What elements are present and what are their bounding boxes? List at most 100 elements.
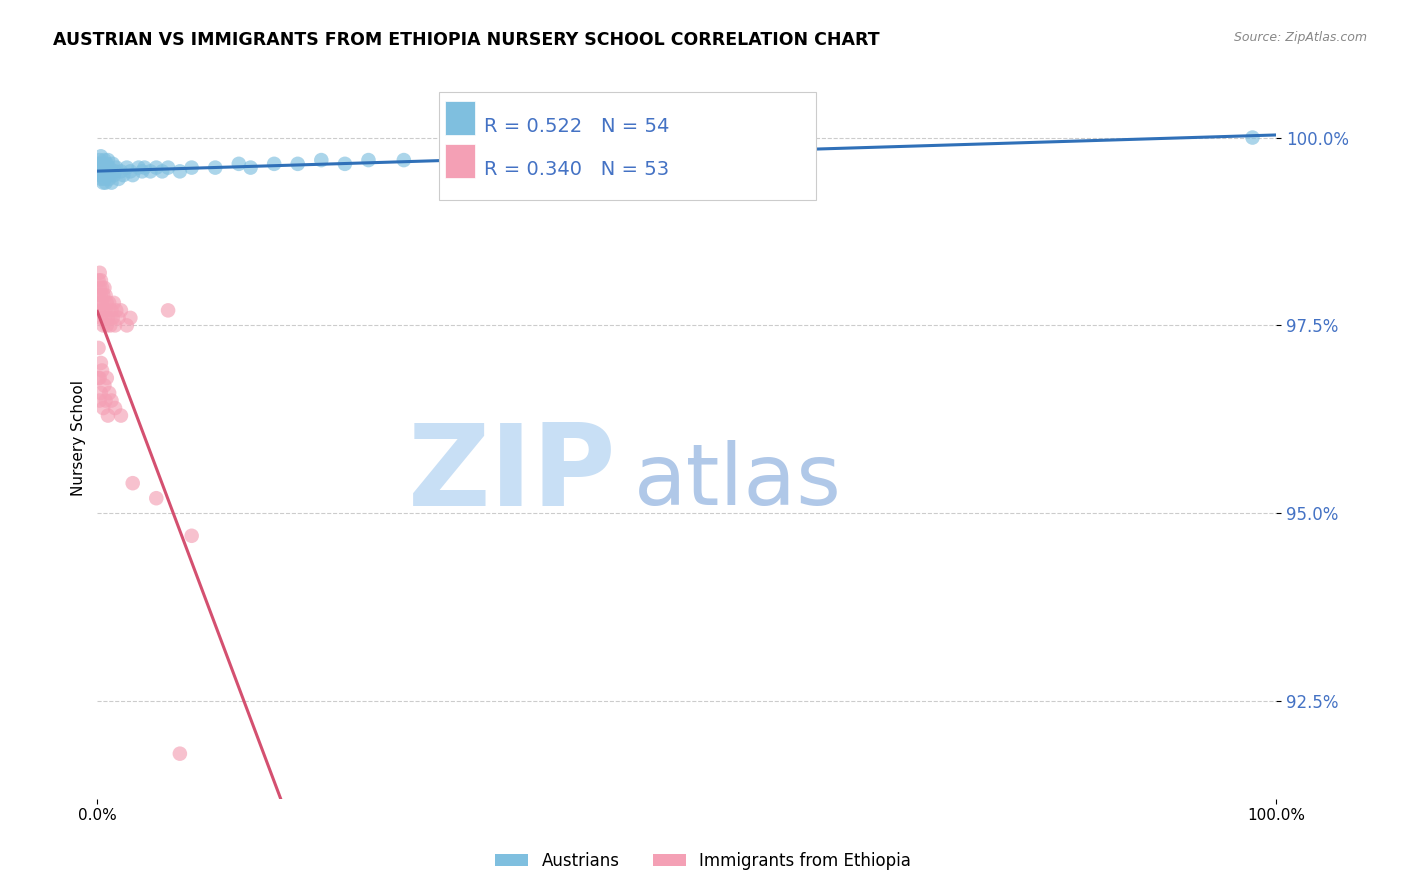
Point [93,164,115,178]
Text: atlas: atlas [634,440,842,523]
Point [91,303,114,318]
Point [357,153,380,167]
Point [96,164,118,178]
Text: AUSTRIAN VS IMMIGRANTS FROM ETHIOPIA NURSERY SCHOOL CORRELATION CHART: AUSTRIAN VS IMMIGRANTS FROM ETHIOPIA NUR… [53,31,880,49]
FancyBboxPatch shape [439,92,817,200]
Point [89,371,111,385]
Point [97,168,120,182]
Point [91,176,114,190]
Point [150,164,173,178]
Point [287,157,309,171]
Point [115,318,138,333]
Point [96,296,118,310]
Point [93,172,115,186]
Point [101,310,124,325]
Point [94,393,117,408]
Point [91,168,114,182]
Point [263,157,285,171]
Point [107,172,129,186]
Point [120,310,142,325]
Point [103,296,125,310]
Point [94,168,117,182]
Point [87,341,110,355]
Point [90,161,112,175]
Point [90,149,112,163]
Point [96,157,118,171]
Point [90,310,112,325]
Point [228,157,250,171]
Point [97,409,120,423]
Point [90,288,112,302]
Point [180,161,202,175]
Point [89,281,111,295]
Point [87,288,110,302]
Point [91,288,114,302]
Point [96,318,118,333]
Point [87,157,110,171]
Point [105,161,128,175]
Point [120,164,142,178]
Point [87,164,110,178]
Point [131,164,153,178]
Text: R = 0.340   N = 53: R = 0.340 N = 53 [484,161,669,179]
Text: Source: ZipAtlas.com: Source: ZipAtlas.com [1233,31,1367,45]
Point [101,157,124,171]
Text: ZIP: ZIP [408,418,616,530]
Point [1241,130,1264,145]
Point [134,161,156,175]
Point [98,296,121,310]
Point [311,153,333,167]
Point [180,529,202,543]
Point [89,393,111,408]
Point [93,153,115,167]
Point [91,363,114,377]
Point [89,296,111,310]
Point [157,161,180,175]
Point [333,157,356,171]
Point [100,176,122,190]
Point [94,161,117,175]
Point [239,161,262,175]
Point [104,401,127,415]
Point [100,393,122,408]
Point [94,288,117,302]
Text: R = 0.522   N = 54: R = 0.522 N = 54 [484,117,669,136]
Point [87,303,110,318]
Point [89,266,111,280]
Point [94,303,117,318]
Point [115,161,138,175]
Point [145,161,167,175]
Point [98,386,121,401]
Point [89,168,111,182]
Point [91,401,114,415]
Point [139,164,162,178]
Point [90,273,112,287]
Point [87,273,110,287]
Point [392,153,415,167]
Point [91,161,114,175]
Point [98,161,121,175]
Point [105,303,128,318]
Point [91,318,114,333]
Point [112,168,135,182]
Point [98,318,121,333]
Point [93,310,115,325]
Point [90,386,112,401]
Bar [446,101,475,136]
Point [121,476,143,491]
Point [98,172,121,186]
Point [110,303,132,318]
Point [98,164,121,178]
Point [107,310,129,325]
Point [93,378,115,392]
Point [91,157,114,171]
Point [104,318,127,333]
Point [204,161,226,175]
Point [100,303,122,318]
Point [96,371,118,385]
Point [87,371,110,385]
Point [93,281,115,295]
Bar [446,144,475,178]
Point [169,164,191,178]
Point [110,164,132,178]
